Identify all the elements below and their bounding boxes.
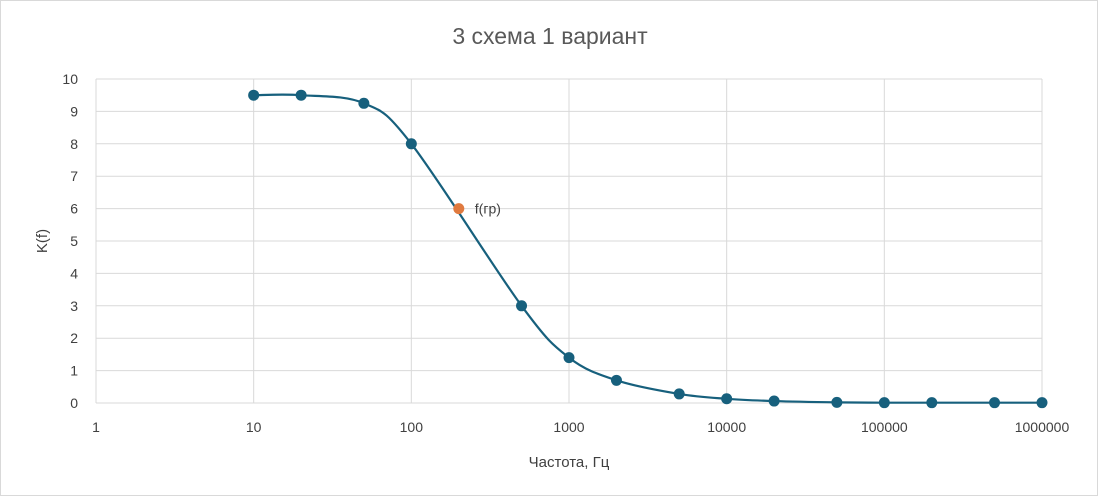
- y-tick-label-9: 9: [70, 103, 78, 119]
- y-tick-label-5: 5: [70, 233, 78, 249]
- series-0-point-14: [1036, 397, 1048, 409]
- y-tick-label-0: 0: [70, 395, 78, 411]
- series-0-point-2: [358, 97, 370, 109]
- series-0-point-3: [405, 138, 417, 150]
- x-tick-label-1000: 1000: [553, 419, 584, 435]
- series-0-point-7: [673, 388, 685, 400]
- series-0-line: [253, 93, 1042, 404]
- x-tick-labels: 1 10 100 1000 10000 100000 1000000: [92, 419, 1069, 435]
- series-0-point-10: [831, 396, 843, 408]
- y-tick-label-6: 6: [70, 201, 78, 217]
- x-tick-label-10000: 10000: [707, 419, 746, 435]
- y-tick-label-4: 4: [70, 265, 78, 281]
- y-tick-label-3: 3: [70, 298, 78, 314]
- x-axis-label: Частота, Гц: [529, 454, 610, 471]
- y-tick-label-10: 10: [62, 71, 78, 87]
- y-tick-label-2: 2: [70, 330, 78, 346]
- series-0-point-5: [563, 352, 575, 364]
- series-0-point-9: [768, 395, 780, 407]
- x-tick-label-1: 1: [92, 419, 100, 435]
- series-0-point-6: [610, 374, 622, 386]
- x-tick-label-100000: 100000: [861, 419, 908, 435]
- y-tick-label-7: 7: [70, 168, 78, 184]
- y-axis-label: K(f): [34, 229, 51, 253]
- series-1-point-label-0: f(гр): [475, 201, 501, 217]
- series-0-point-11: [878, 397, 890, 409]
- series-0-point-12: [926, 397, 938, 409]
- series-layer: f(гр): [248, 89, 1048, 409]
- series-0-point-13: [989, 397, 1001, 409]
- series-0-point-1: [295, 89, 307, 101]
- series-0-point-4: [516, 300, 528, 312]
- y-tick-label-1: 1: [70, 363, 78, 379]
- chart-title: 3 схема 1 вариант: [452, 23, 648, 49]
- x-tick-label-10: 10: [246, 419, 262, 435]
- grid-layer: [95, 78, 1043, 404]
- series-0-point-8: [721, 393, 733, 405]
- series-1-point-0: [453, 203, 465, 215]
- y-tick-label-8: 8: [70, 136, 78, 152]
- x-tick-label-1000000: 1000000: [1015, 419, 1070, 435]
- x-tick-label-100: 100: [400, 419, 424, 435]
- series-0-point-0: [248, 89, 260, 101]
- y-tick-labels: 0 1 2 3 4 5 6 7 8 9 10: [62, 71, 78, 411]
